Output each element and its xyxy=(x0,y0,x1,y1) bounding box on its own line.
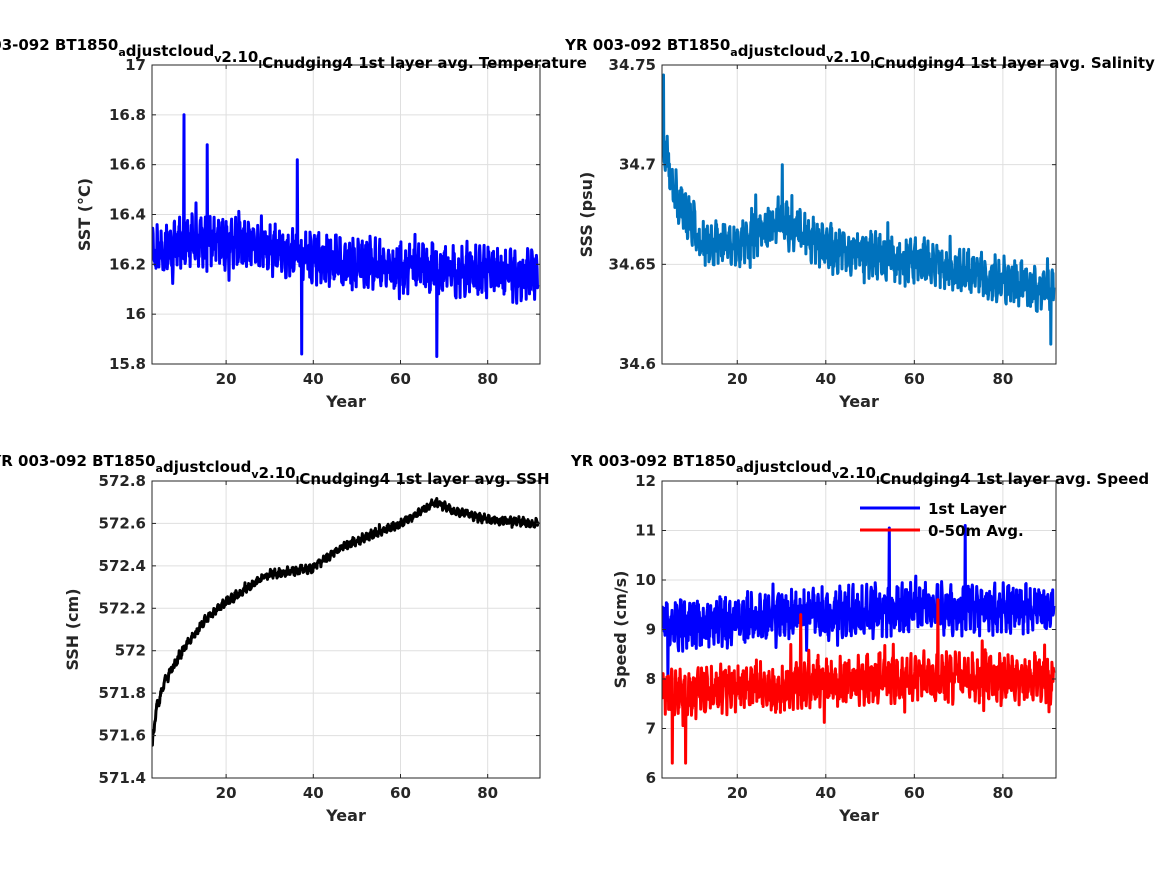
speed-y-tick-label: 7 xyxy=(646,720,656,738)
sst-y-tick-label: 17 xyxy=(125,56,146,74)
ssh-axis-box xyxy=(151,480,541,779)
sss-plot-area xyxy=(662,65,1056,364)
sss-y-axis-label: SSS (psu) xyxy=(577,172,596,258)
ssh-plot-area xyxy=(152,481,540,778)
ssh-y-tick-label: 572.8 xyxy=(99,472,146,490)
sst-x-tick-label: 80 xyxy=(477,370,498,388)
sss-x-tick-label: 40 xyxy=(815,370,836,388)
speed-title: YR 003-092 BT1850adjustcloudv2.10lCnudgi… xyxy=(570,452,1149,488)
speed-y-tick-label: 9 xyxy=(646,621,656,639)
sst-title: YR 003-092 BT1850adjustcloudv2.10lCnudgi… xyxy=(0,36,587,72)
sst-y-tick-label: 16 xyxy=(125,305,146,323)
ssh-y-tick-label: 571.6 xyxy=(99,727,146,745)
sss-y-tick-label: 34.6 xyxy=(619,355,656,373)
sss-y-tick-label: 34.65 xyxy=(609,255,656,273)
speed-y-tick-label: 6 xyxy=(646,769,656,787)
ssh-title: YR 003-092 BT1850adjustcloudv2.10lCnudgi… xyxy=(0,452,550,488)
ssh-x-tick-label: 20 xyxy=(216,784,237,802)
speed-x-tick-label: 80 xyxy=(992,784,1013,802)
ssh-y-tick-label: 572.4 xyxy=(99,557,146,575)
sst-y-tick-label: 16.6 xyxy=(109,156,146,174)
speed-x-tick-label: 60 xyxy=(904,784,925,802)
sss-y-tick-label: 34.75 xyxy=(609,56,656,74)
sst-x-tick-label: 20 xyxy=(216,370,237,388)
sst-x-axis-label: Year xyxy=(325,392,366,411)
ssh-x-axis-label: Year xyxy=(325,806,366,825)
sst-axes: 20 40 60 80 15.8 16 16.2 16.4 16.6 16.8 17 Year SST … xyxy=(75,56,541,411)
ssh-y-tick-label: 572.2 xyxy=(99,599,146,617)
sss-axis-box xyxy=(661,64,1057,365)
sst-series-line-1 xyxy=(152,113,540,358)
sst-y-tick-label: 16.2 xyxy=(109,255,146,273)
ssh-y-tick-label: 571.8 xyxy=(99,684,146,702)
speed-x-axis-label: Year xyxy=(838,806,879,825)
sst-y-tick-label: 16.4 xyxy=(109,206,146,224)
speed-y-axis-label: Speed (cm/s) xyxy=(611,571,630,689)
speed-legend-label-2: 0-50m Avg. xyxy=(928,522,1024,540)
sss-x-axis-label: Year xyxy=(838,392,879,411)
sss-x-tick-label: 80 xyxy=(992,370,1013,388)
sst-x-tick-label: 40 xyxy=(303,370,324,388)
speed-legend: 1st Layer 0-50m Avg. xyxy=(860,500,1024,540)
ssh-x-tick-label: 80 xyxy=(477,784,498,802)
speed-y-tick-label: 10 xyxy=(635,571,656,589)
speed-x-tick-label: 40 xyxy=(815,784,836,802)
speed-y-tick-label: 11 xyxy=(635,522,656,540)
ssh-x-tick-label: 40 xyxy=(303,784,324,802)
ssh-x-tick-label: 60 xyxy=(390,784,411,802)
ssh-axes: 20 40 60 80 571.4 571.6 571.8 572 572.2 572.4 572.… xyxy=(63,472,541,825)
sss-x-tick-label: 20 xyxy=(727,370,748,388)
sss-series-line-1 xyxy=(662,73,1056,346)
sss-title: YR 003-092 BT1850adjustcloudv2.10lCnudgi… xyxy=(564,36,1155,72)
speed-x-tick-label: 20 xyxy=(727,784,748,802)
sst-y-tick-label: 15.8 xyxy=(109,355,146,373)
ssh-y-tick-label: 572.6 xyxy=(99,514,146,532)
ssh-y-tick-label: 571.4 xyxy=(99,769,146,787)
sss-axes: 20 40 60 80 34.6 34.65 34.7 34.75 Year SSS (psu) xyxy=(577,56,1057,411)
sst-y-tick-label: 16.8 xyxy=(109,106,146,124)
sss-y-tick-label: 34.7 xyxy=(619,156,656,174)
speed-series-line-2 xyxy=(662,598,1056,765)
speed-series-line-1 xyxy=(662,524,1056,681)
sss-x-tick-label: 60 xyxy=(904,370,925,388)
speed-legend-label-1: 1st Layer xyxy=(928,500,1007,518)
ssh-y-tick-label: 572 xyxy=(115,642,146,660)
ssh-series-line-1 xyxy=(152,497,540,747)
speed-y-tick-label: 12 xyxy=(635,472,656,490)
speed-axes: 20 40 60 80 6 7 8 9 10 11 12 Year Speed (cm/s) 1st La… xyxy=(611,472,1057,825)
sst-y-axis-label: SST (°C) xyxy=(75,178,94,251)
sst-x-tick-label: 60 xyxy=(390,370,411,388)
speed-y-tick-label: 8 xyxy=(646,670,656,688)
ssh-y-axis-label: SSH (cm) xyxy=(63,588,82,670)
